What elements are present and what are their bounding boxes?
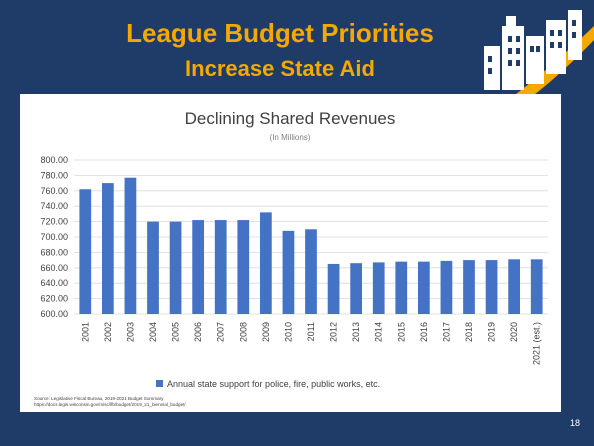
- bar: [101, 183, 114, 314]
- y-tick-label: 760.00: [40, 186, 68, 196]
- x-tick-label: 2008: [238, 322, 248, 342]
- bar: [192, 220, 205, 314]
- legend: Annual state support for police, fire, p…: [156, 379, 380, 389]
- x-tick-label: 2002: [103, 322, 113, 342]
- y-tick-label: 600.00: [40, 309, 68, 319]
- x-tick-label: 2017: [441, 322, 451, 342]
- x-tick-label: 2013: [351, 322, 361, 342]
- x-tick-label: 2019: [487, 322, 497, 342]
- bars: [79, 177, 543, 314]
- y-tick-label: 660.00: [40, 263, 68, 273]
- y-tick-label: 720.00: [40, 217, 68, 227]
- x-tick-label: 2006: [193, 322, 203, 342]
- bar: [530, 259, 543, 314]
- city-skyline-logo-icon: [482, 10, 594, 118]
- bar: [417, 261, 430, 314]
- chart-subtitle: (In Millions): [270, 133, 311, 142]
- chart-panel: Declining Shared Revenues (In Millions) …: [20, 94, 561, 412]
- bar: [350, 263, 363, 314]
- x-tick-label: 2015: [396, 322, 406, 342]
- y-tick-label: 780.00: [40, 170, 68, 180]
- y-tick-label: 800.00: [40, 155, 68, 165]
- bar: [508, 259, 521, 314]
- legend-label: Annual state support for police, fire, p…: [167, 379, 380, 389]
- slide-number: 18: [569, 418, 580, 428]
- x-tick-label: 2007: [216, 322, 226, 342]
- x-tick-label: 2009: [261, 322, 271, 342]
- bar: [485, 260, 498, 314]
- x-tick-label: 2005: [171, 322, 181, 342]
- y-tick-label: 640.00: [40, 278, 68, 288]
- x-tick-label: 2021 (est.): [532, 322, 542, 365]
- bar: [259, 212, 272, 314]
- bar: [305, 229, 317, 314]
- x-tick-label: 2014: [374, 322, 384, 342]
- bar: [372, 262, 385, 314]
- bar: [169, 221, 182, 314]
- x-tick-label: 2012: [329, 322, 339, 342]
- y-tick-label: 700.00: [40, 232, 68, 242]
- bar: [395, 261, 408, 314]
- bar-chart: Declining Shared Revenues (In Millions) …: [34, 109, 548, 407]
- bar: [440, 260, 453, 314]
- y-axis-ticks: 600.00 620.00 640.00 660.00 680.00 700.00 720.…: [40, 155, 68, 319]
- y-tick-label: 680.00: [40, 247, 68, 257]
- legend-swatch: [156, 380, 163, 387]
- bar: [79, 189, 92, 314]
- bar: [327, 263, 340, 314]
- slide-subtitle: Increase State Aid: [185, 56, 375, 81]
- bar: [214, 220, 227, 314]
- chart-title: Declining Shared Revenues: [185, 109, 396, 128]
- bar: [463, 260, 475, 314]
- x-tick-label: 2018: [464, 322, 474, 342]
- x-tick-label: 2001: [80, 322, 90, 342]
- x-tick-label: 2003: [125, 322, 135, 342]
- x-axis-ticks: 2001 2002 2003 2004 2005 2006 2007 2008 2009 2010…: [80, 322, 541, 365]
- x-tick-label: 2016: [419, 322, 429, 342]
- bar: [282, 230, 295, 314]
- source-line-1: Source: Legislative Fiscal Bureau, 2019-…: [34, 396, 164, 401]
- source-line-2: https://docs.legis.wisconsin.gov/misc/lf…: [34, 402, 186, 407]
- x-tick-label: 2020: [509, 322, 519, 342]
- x-tick-label: 2010: [283, 322, 293, 342]
- y-tick-label: 620.00: [40, 294, 68, 304]
- bar: [124, 177, 137, 314]
- x-tick-label: 2004: [148, 322, 158, 342]
- y-tick-label: 740.00: [40, 201, 68, 211]
- slide-title: League Budget Priorities: [126, 18, 434, 48]
- x-tick-label: 2011: [306, 322, 316, 341]
- bar: [147, 221, 159, 314]
- bar: [237, 220, 250, 314]
